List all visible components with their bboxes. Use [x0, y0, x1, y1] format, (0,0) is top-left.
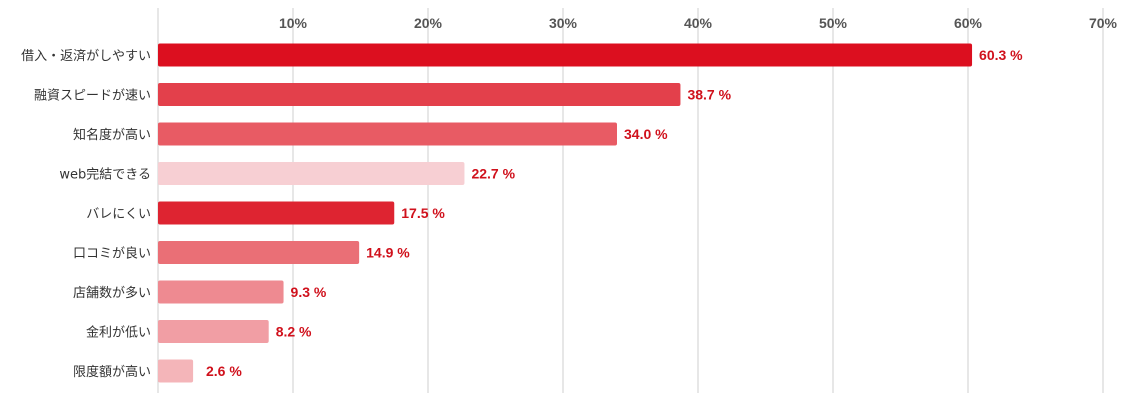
value-label: 60.3 %	[979, 47, 1023, 63]
bar	[158, 83, 681, 106]
bar	[158, 280, 284, 304]
category-label: web完結できる	[59, 168, 151, 183]
x-tick-label: 10%	[279, 15, 308, 31]
x-tick-label: 60%	[954, 15, 983, 31]
bar	[158, 43, 973, 67]
bar	[158, 201, 395, 225]
bar	[158, 320, 269, 343]
x-tick-label: 30%	[549, 15, 578, 31]
bars	[158, 43, 973, 383]
category-label: 融資スピードが速い	[34, 89, 151, 104]
value-label: 9.3 %	[291, 284, 327, 300]
value-label: 14.9 %	[366, 245, 410, 261]
bar	[158, 359, 194, 383]
bar	[158, 162, 465, 185]
value-label: 34.0 %	[624, 126, 668, 142]
category-label: 店舗数が多い	[73, 285, 151, 301]
grid-layer	[157, 8, 1104, 393]
x-tick-label: 40%	[684, 15, 713, 31]
category-label: 金利が低い	[86, 325, 151, 341]
x-tick-label: 20%	[414, 15, 443, 31]
value-label: 2.6 %	[206, 363, 242, 379]
category-label: 知名度が高い	[73, 127, 151, 143]
x-tick-label: 70%	[1089, 15, 1118, 31]
category-label: 口コミが良い	[73, 246, 151, 262]
value-label: 38.7 %	[687, 87, 731, 103]
value-label: 8.2 %	[276, 324, 312, 340]
x-tick-label: 50%	[819, 15, 848, 31]
x-tick-labels: 10% 20% 30% 40% 50% 60% 70%	[279, 15, 1118, 31]
bar	[158, 122, 617, 146]
category-label: バレにくい	[86, 207, 151, 222]
category-label: 限度額が高い	[73, 364, 151, 380]
bar	[158, 241, 360, 264]
value-labels: 60.3 % 38.7 % 34.0 % 22.7 % 17.5 % 14.9 % 9.3 …	[206, 47, 1023, 379]
category-label: 借入・返済がしやすい	[21, 48, 151, 64]
value-label: 17.5 %	[401, 205, 445, 221]
value-label: 22.7 %	[471, 166, 515, 182]
